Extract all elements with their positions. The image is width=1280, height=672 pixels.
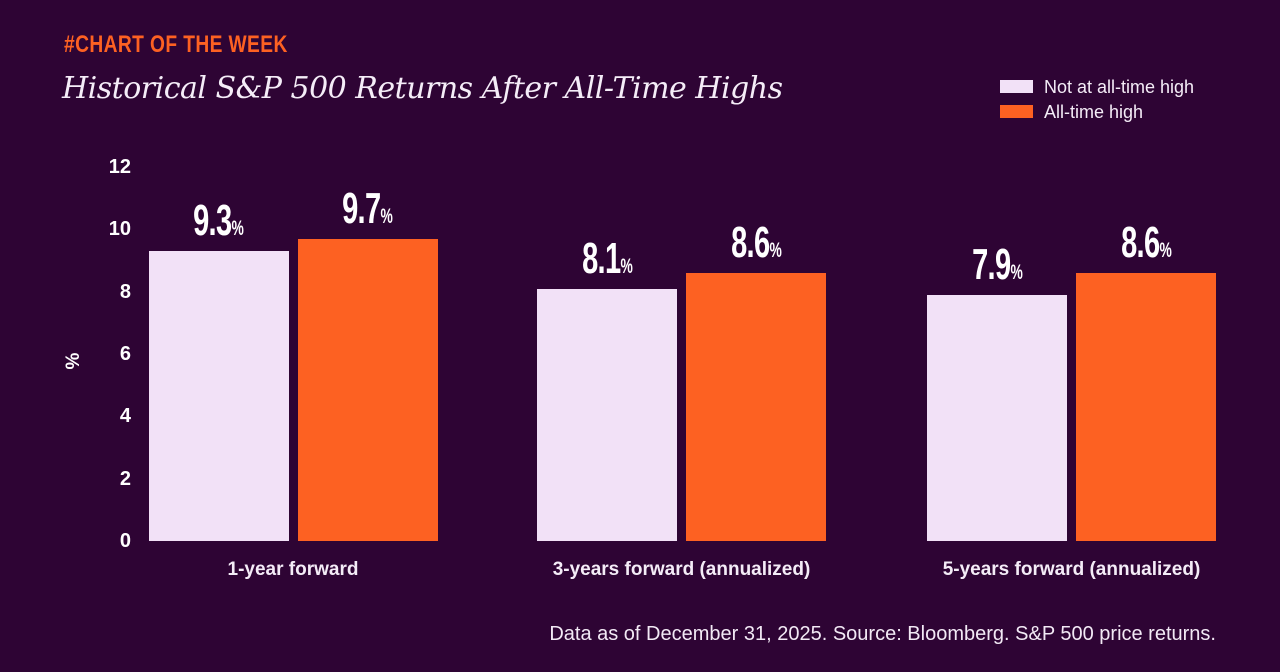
y-axis-tick: 12 — [108, 156, 131, 178]
bar-not-at-all-time-high — [148, 251, 289, 541]
y-axis-tick: 2 — [119, 467, 131, 490]
bar-value-label: 7.9% — [971, 239, 1023, 289]
bar-value-label: 8.1% — [581, 233, 633, 283]
source-note: Data as of December 31, 2025. Source: Bl… — [549, 623, 1216, 645]
y-axis-tick: 0 — [119, 530, 131, 552]
bar-value-label: 9.3% — [193, 196, 244, 246]
legend-item-label: Not at all-time high — [1044, 76, 1195, 97]
bar-all-time-high — [297, 238, 438, 541]
legend-item-label: All-time high — [1044, 101, 1144, 122]
legend-swatch-icon — [1000, 80, 1033, 93]
bar-value-label: 8.6% — [730, 217, 782, 267]
bar-value-label: 8.6% — [1120, 217, 1172, 267]
bar-all-time-high — [686, 272, 826, 541]
bar-value-label: 9.7% — [342, 183, 393, 233]
legend: Not at all-time high All-time high — [1000, 74, 1194, 124]
legend-item: Not at all-time high — [1000, 74, 1194, 99]
y-axis-label: % — [63, 352, 84, 370]
chart-title: Historical S&P 500 Returns After All-Tim… — [62, 71, 783, 106]
y-axis-tick: 10 — [108, 218, 131, 241]
legend-item: All-time high — [1000, 99, 1194, 124]
bar-not-at-all-time-high — [927, 294, 1067, 541]
x-axis-category-label: 1-year forward — [227, 559, 359, 580]
x-axis-category-label: 3-years forward (annualized) — [552, 559, 811, 580]
bar-all-time-high — [1076, 272, 1216, 541]
legend-swatch-icon — [1000, 105, 1033, 118]
x-axis-category-label: 5-years forward (annualized) — [942, 559, 1201, 580]
y-axis-tick: 6 — [119, 343, 131, 365]
kicker-label: #CHART OF THE WEEK — [64, 31, 288, 58]
y-axis-tick: 8 — [119, 280, 131, 303]
bar-not-at-all-time-high — [537, 288, 677, 541]
y-axis-tick: 4 — [119, 405, 131, 428]
